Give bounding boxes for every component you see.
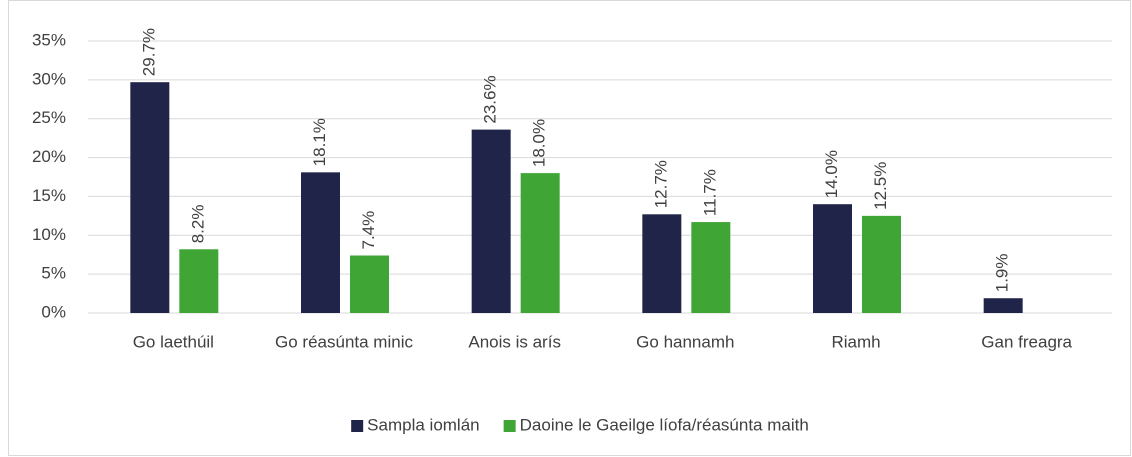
y-tick-label: 25% xyxy=(32,108,66,127)
value-label: 18.1% xyxy=(310,118,329,166)
y-tick-label: 15% xyxy=(32,186,66,205)
x-tick-label: Go hannamh xyxy=(636,332,734,351)
x-tick-label: Riamh xyxy=(831,332,880,351)
value-label: 11.7% xyxy=(700,169,719,216)
bar xyxy=(642,214,682,313)
y-tick-label: 0% xyxy=(41,302,66,321)
bar xyxy=(862,215,901,313)
value-label: 7.4% xyxy=(359,211,378,250)
legend-label: Sampla iomlán xyxy=(367,415,479,434)
value-label: 23.6% xyxy=(481,75,500,123)
bar xyxy=(301,172,340,313)
bar xyxy=(813,204,852,313)
value-label: 12.5% xyxy=(871,162,890,210)
legend: Sampla iomlán Daoine le Gaeilge líofa/réa… xyxy=(351,415,809,434)
bar xyxy=(350,255,389,313)
y-tick-label: 20% xyxy=(32,147,66,166)
value-label: 14.0% xyxy=(822,150,841,198)
legend-swatch xyxy=(503,420,516,432)
y-tick-label: 30% xyxy=(32,69,66,88)
legend-swatch xyxy=(351,420,364,432)
x-tick-label: Go laethúil xyxy=(133,332,214,351)
y-tick-label: 35% xyxy=(32,30,66,49)
y-tick-label: 5% xyxy=(41,264,66,283)
bar xyxy=(983,298,1023,313)
bar xyxy=(691,222,731,313)
value-label: 8.2% xyxy=(188,205,207,244)
bar xyxy=(179,249,219,313)
x-tick-label: Gan freagra xyxy=(981,332,1072,351)
value-label: 18.0% xyxy=(530,119,549,167)
bar xyxy=(520,173,560,313)
legend-label: Daoine le Gaeilge líofa/réasúnta maith xyxy=(520,415,809,434)
value-label: 29.7% xyxy=(139,28,158,76)
bar xyxy=(130,82,170,313)
y-tick-label: 10% xyxy=(32,225,66,244)
value-label: 12.7% xyxy=(651,160,670,208)
bar xyxy=(471,129,511,313)
x-tick-label: Anois is arís xyxy=(468,332,561,351)
x-tick-label: Go réasúnta minic xyxy=(275,332,413,351)
value-label: 1.9% xyxy=(993,253,1012,292)
chart-border xyxy=(8,0,1131,456)
